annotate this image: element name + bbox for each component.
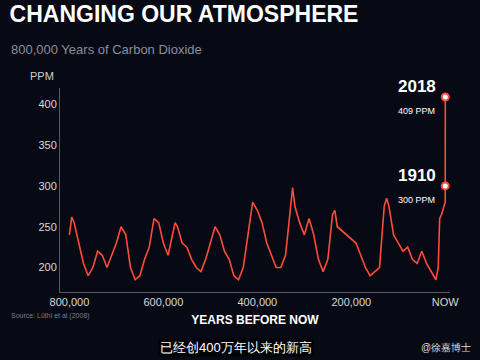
svg-text:Source: Lüthi et al (2008): Source: Lüthi et al (2008)	[11, 312, 90, 320]
svg-text:200,000: 200,000	[331, 296, 371, 308]
svg-text:2018409 PPM: 2018409 PPM	[398, 77, 436, 116]
svg-text:已经创400万年以来的新高: 已经创400万年以来的新高	[160, 340, 312, 355]
svg-text:350: 350	[38, 139, 56, 151]
svg-text:300: 300	[38, 180, 56, 192]
svg-text:600,000: 600,000	[143, 296, 183, 308]
svg-text:PPM: PPM	[30, 70, 54, 82]
svg-text:400,000: 400,000	[237, 296, 277, 308]
svg-text:400: 400	[38, 98, 56, 110]
svg-text:800,000 Years of Carbon Dioxid: 800,000 Years of Carbon Dioxide	[11, 42, 202, 57]
svg-text:1910300 PPM: 1910300 PPM	[398, 166, 436, 205]
svg-text:800,000: 800,000	[50, 296, 90, 308]
svg-text:200: 200	[38, 261, 56, 273]
svg-text:CHANGING OUR ATMOSPHERE: CHANGING OUR ATMOSPHERE	[10, 1, 359, 27]
svg-text:@徐嘉博士: @徐嘉博士	[421, 342, 471, 353]
svg-text:YEARS BEFORE NOW: YEARS BEFORE NOW	[191, 313, 319, 327]
svg-text:250: 250	[38, 221, 56, 233]
svg-text:NOW: NOW	[432, 296, 460, 308]
